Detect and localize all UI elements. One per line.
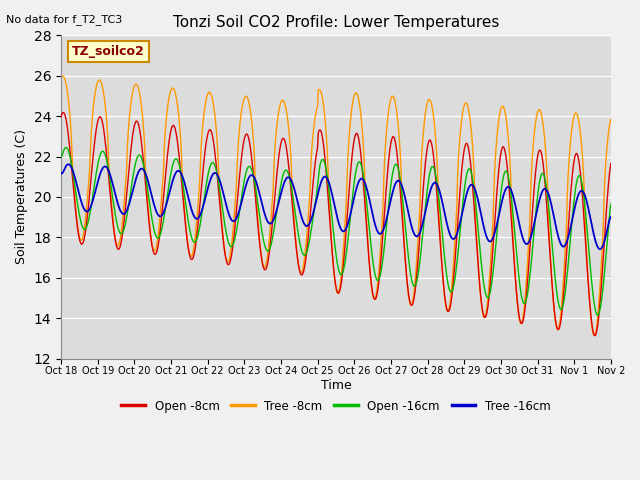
X-axis label: Time: Time	[321, 379, 351, 392]
Legend: Open -8cm, Tree -8cm, Open -16cm, Tree -16cm: Open -8cm, Tree -8cm, Open -16cm, Tree -…	[116, 395, 555, 417]
Y-axis label: Soil Temperatures (C): Soil Temperatures (C)	[15, 130, 28, 264]
Title: Tonzi Soil CO2 Profile: Lower Temperatures: Tonzi Soil CO2 Profile: Lower Temperatur…	[173, 15, 499, 30]
Text: No data for f_T2_TC3: No data for f_T2_TC3	[6, 14, 123, 25]
Text: TZ_soilco2: TZ_soilco2	[72, 45, 145, 58]
